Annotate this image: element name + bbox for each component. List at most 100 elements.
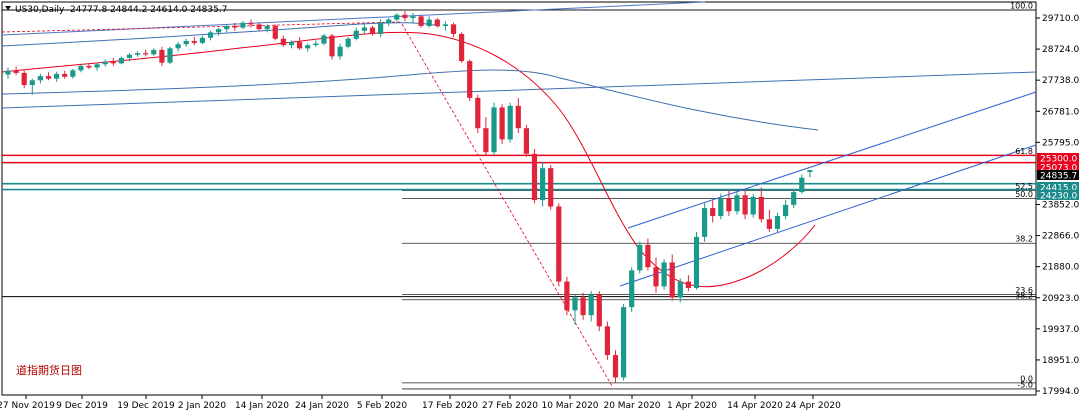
candle-body	[54, 73, 60, 79]
x-tick-label: 17 Feb 2020	[422, 401, 478, 411]
ohlc-header: 24777.8 24844.2 24614.0 24835.7	[70, 5, 227, 15]
upper-moving-average	[1, 22, 441, 47]
y-tick-label: 19937.0	[1042, 325, 1079, 335]
y-tick-label: 27738.0	[1042, 76, 1079, 86]
price-tag-label: 24835.7	[1040, 172, 1077, 182]
candle-body	[604, 326, 610, 356]
dashed-red-top-line	[1, 21, 401, 33]
candle-body	[710, 208, 716, 217]
y-tick-label: 29710.0	[1042, 14, 1079, 24]
candle-body	[572, 297, 578, 311]
candle-body	[45, 76, 52, 79]
candle-body	[596, 294, 602, 327]
x-tick-label: 27 Feb 2020	[482, 401, 538, 411]
candle-body	[726, 198, 732, 212]
y-tick-label: 28724.0	[1042, 45, 1079, 55]
candle-body	[548, 168, 554, 207]
candle-body	[321, 35, 327, 44]
fib-level-label: 52.5	[1015, 182, 1033, 191]
candle-body	[102, 61, 108, 65]
candle-body	[369, 27, 376, 34]
y-tick-label: 26781.0	[1042, 107, 1079, 117]
y-axis: 29710.0 28724.0 27738.0 26781.0 25795.0 23852…	[1036, 14, 1079, 397]
horizontal-level-lines	[2, 9, 1036, 390]
fast-moving-average	[1, 31, 816, 288]
candle-body	[110, 61, 116, 64]
candle-body	[94, 64, 100, 68]
candle-body	[62, 73, 68, 77]
candle-body	[280, 38, 286, 46]
candle-body	[13, 70, 19, 73]
y-tick-label: 21880.0	[1042, 263, 1079, 273]
candle-body	[191, 40, 197, 43]
candle-body	[37, 76, 43, 81]
candle-body	[677, 281, 683, 298]
candle-body	[410, 16, 416, 18]
candle-body	[661, 262, 667, 287]
candle-body	[297, 41, 303, 49]
candle-body	[612, 355, 619, 378]
candle-body	[515, 105, 521, 129]
candle-body	[507, 105, 513, 140]
candle-body	[199, 37, 205, 43]
fib-level-label: 50.0	[1015, 190, 1033, 199]
candle-body	[386, 19, 392, 23]
candle-body	[207, 32, 214, 38]
y-tick-label: 17994.0	[1042, 387, 1079, 397]
candle-body	[758, 196, 764, 220]
candle-body	[774, 216, 781, 229]
candle-body	[151, 49, 157, 55]
candle-body	[693, 236, 700, 288]
y-tick-label: 23852.0	[1042, 201, 1079, 211]
menu-triangle-icon[interactable]	[5, 6, 11, 10]
candle-body	[426, 19, 432, 26]
candle-body	[766, 219, 772, 229]
candle-body	[313, 43, 319, 46]
candle-body	[564, 281, 570, 311]
candle-body	[288, 41, 295, 46]
candle-body	[118, 57, 124, 64]
x-tick-label: 24 Apr 2020	[785, 401, 841, 411]
candle-body	[402, 14, 408, 18]
y-tick-label: 25795.0	[1042, 138, 1079, 148]
candle-body	[216, 29, 222, 33]
price-tag-label: 25300.0	[1040, 155, 1077, 165]
candle-body	[523, 128, 529, 154]
candle-body	[653, 267, 659, 287]
candle-body	[459, 33, 465, 62]
y-tick-label: 22866.0	[1042, 232, 1079, 242]
x-tick-label: 9 Dec 2019	[56, 401, 108, 411]
candle-body	[135, 53, 141, 55]
channel-lower-line	[619, 144, 1037, 287]
symbol-header: US30,Daily	[15, 5, 65, 15]
candle-body	[272, 25, 278, 39]
candle-body	[645, 244, 651, 268]
candle-body	[807, 170, 813, 173]
candle-body	[580, 297, 586, 316]
x-tick-label: 24 Jan 2020	[295, 401, 349, 411]
long-trend-line	[1, 71, 1037, 109]
candle-body	[621, 307, 627, 378]
candle-body	[70, 70, 76, 77]
upper-trend-line	[1, 1, 706, 36]
candle-body	[629, 270, 635, 308]
price-tag-box	[1037, 153, 1079, 163]
candle-body	[21, 72, 27, 86]
candle-body	[378, 22, 384, 34]
candle-body	[5, 70, 11, 75]
candle-body	[29, 80, 35, 86]
channel-upper-line	[627, 91, 1037, 229]
candle-body	[442, 24, 448, 26]
candle-body	[86, 65, 92, 68]
candle-body	[750, 196, 756, 215]
x-tick-label: 2 Jan 2020	[178, 401, 226, 411]
price-tag-label: 25073.0	[1040, 164, 1077, 174]
fib-level-label: 23.6	[1015, 286, 1033, 295]
candle-body	[159, 49, 165, 63]
candle-body	[183, 40, 189, 45]
fib-level-label: 100.0	[1010, 1, 1033, 10]
candle-body	[329, 35, 335, 57]
x-tick-label: 5 Feb 2020	[357, 401, 408, 411]
